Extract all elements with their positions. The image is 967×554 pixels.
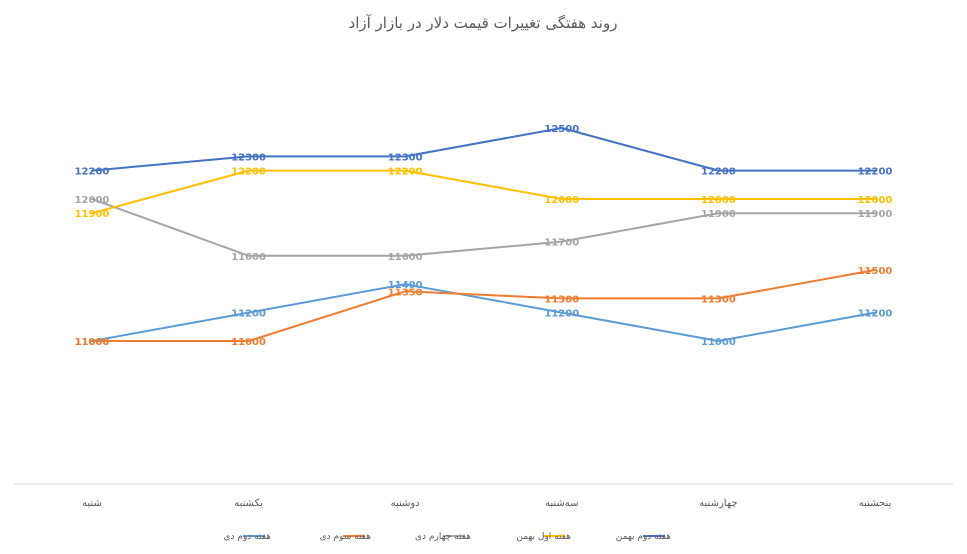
data-label: 11900 <box>701 209 736 220</box>
data-label: 11900 <box>75 209 110 220</box>
data-label: 11000 <box>701 337 736 348</box>
data-label: 11500 <box>858 266 893 277</box>
x-tick-label: یکشنبه <box>234 498 263 509</box>
data-label: 11200 <box>544 309 579 320</box>
data-label: 11400 <box>388 280 423 291</box>
data-label: 12000 <box>75 195 110 206</box>
data-label: 12200 <box>388 167 423 178</box>
data-label: 12200 <box>858 167 893 178</box>
data-label: 11200 <box>858 309 893 320</box>
series-line-2[interactable] <box>91 269 876 342</box>
legend-item[interactable]: هفته چهارم دی <box>415 532 471 542</box>
series-line-3[interactable] <box>91 198 876 257</box>
x-tick-label: چهارشنبه <box>699 498 737 509</box>
legend-label: هفته اول بهمن <box>516 532 571 542</box>
legend-item[interactable]: هفته دوم بهمن <box>616 532 671 542</box>
data-label: 12500 <box>544 124 579 135</box>
data-label: 11900 <box>858 209 893 220</box>
series-line-1[interactable] <box>91 283 876 342</box>
data-label: 12200 <box>701 167 736 178</box>
x-tick-label: دوشنبه <box>391 498 420 509</box>
data-label: 11600 <box>388 252 423 263</box>
series-line-4[interactable] <box>91 169 876 215</box>
data-label: 11000 <box>75 337 110 348</box>
x-axis-ticks: شنبه یکشنبه دوشنبه سه‌شنبه چهارشنبه پنجشنبه <box>82 498 891 509</box>
x-tick-label: پنجشنبه <box>859 498 892 509</box>
data-label: 12000 <box>701 195 736 206</box>
series-line-5[interactable] <box>91 127 876 172</box>
data-label: 12000 <box>544 195 579 206</box>
data-label: 12300 <box>388 152 423 163</box>
data-label: 11350 <box>388 287 423 298</box>
legend-label: هفته سوم دی <box>320 532 372 542</box>
data-label: 11700 <box>544 238 579 249</box>
legend-item[interactable]: هفته دوم دی <box>223 532 271 542</box>
x-tick-label: سه‌شنبه <box>545 498 579 509</box>
data-label: 11000 <box>231 337 266 348</box>
legend-item[interactable]: هفته اول بهمن <box>516 532 571 542</box>
data-label: 11300 <box>701 294 736 305</box>
data-label: 12200 <box>75 167 110 178</box>
legend-label: هفته دوم بهمن <box>616 532 671 542</box>
x-tick-label: شنبه <box>82 498 102 509</box>
data-label: 11000 <box>75 337 110 348</box>
data-label: 11600 <box>231 252 266 263</box>
series-layer <box>91 127 876 342</box>
legend-label: هفته چهارم دی <box>415 532 471 542</box>
legend[interactable]: هفته دوم دی هفته سوم دی هفته چهارم دی هفته … <box>223 532 671 542</box>
data-label: 11300 <box>544 294 579 305</box>
data-label: 12300 <box>231 152 266 163</box>
data-label: 12200 <box>231 167 266 178</box>
chart-title: روند هفتگی تغییرات قیمت دلار در بازار آز… <box>349 14 618 32</box>
legend-item[interactable]: هفته سوم دی <box>320 532 372 542</box>
legend-label: هفته دوم دی <box>223 532 271 542</box>
data-label: 12000 <box>858 195 893 206</box>
data-label: 11200 <box>231 309 266 320</box>
